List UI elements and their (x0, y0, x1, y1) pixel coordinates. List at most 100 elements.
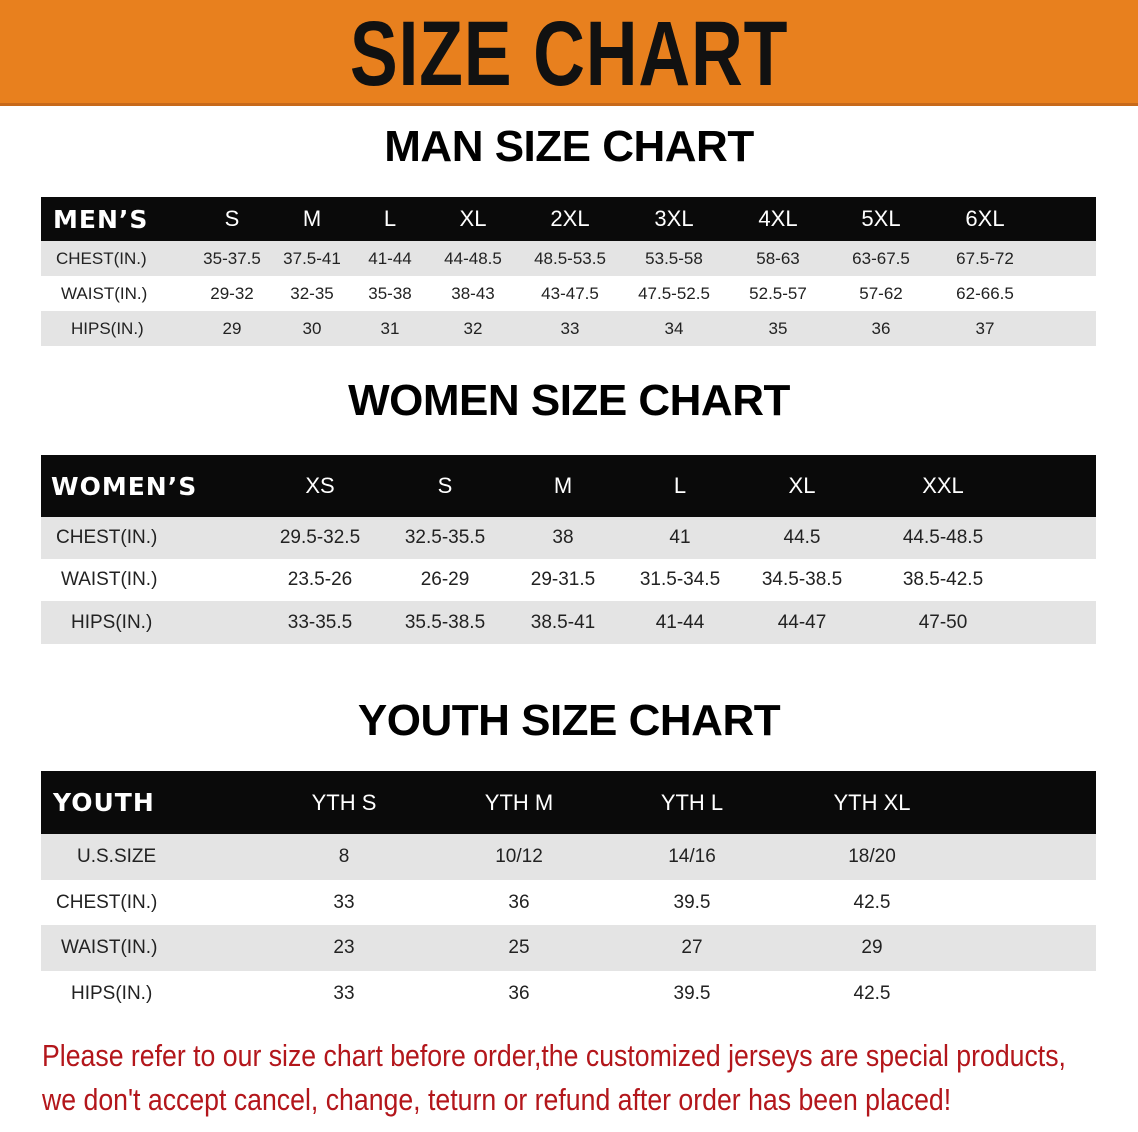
table-cell: 10/12 (495, 846, 543, 867)
table-cell: 34 (664, 318, 684, 338)
table-cell: 67.5-72 (956, 248, 1014, 268)
measurement-label: WAIST(IN.) (61, 569, 158, 590)
measurement-label: HIPS(IN.) (71, 982, 153, 1004)
table-cell: 23.5-26 (287, 569, 353, 590)
measurement-label: WAIST(IN.) (61, 283, 148, 303)
table-cell: 33-35.5 (287, 611, 353, 633)
table-cell: 32.5-35.5 (404, 527, 486, 548)
size-header-cell: M (553, 473, 573, 498)
table-cell: 8 (338, 846, 350, 867)
banner: SIZE CHART (0, 0, 1138, 106)
size-header-cell: 3XL (654, 206, 694, 231)
table-cell: 29 (222, 318, 242, 338)
table-row: CHEST(IN.) 29.5-32.5 32.5-35.5 38 41 44.5 44.5… (41, 517, 1096, 559)
size-header-cell: YTH M (484, 789, 554, 815)
measurement-label: CHEST(IN.) (56, 527, 158, 548)
size-header-cell: L (383, 206, 397, 231)
table-cell: 44-48.5 (444, 248, 502, 268)
table-cell: 38 (552, 527, 574, 548)
size-header-cell: XL (459, 206, 487, 231)
table-cell: 29-32 (210, 283, 254, 303)
table-cell: 47.5-52.5 (638, 283, 710, 303)
table-row: HIPS(IN.) 33-35.5 35.5-38.5 38.5-41 41-44 44-… (41, 601, 1096, 644)
table-cell: 42.5 (853, 982, 891, 1004)
size-header-cell: XXL (922, 473, 964, 498)
table-cell: 44-47 (777, 611, 827, 633)
measurement-label: HIPS(IN.) (71, 611, 153, 633)
size-header-cell: M (302, 206, 322, 231)
table-row: CHEST(IN.) 33 36 39.5 42.5 (41, 880, 1096, 925)
table-cell: 52.5-57 (749, 283, 807, 303)
table-cell: 63-67.5 (852, 248, 910, 268)
table-cell: 36 (871, 318, 891, 338)
table-cell: 33 (560, 318, 580, 338)
table-cell: 29-31.5 (530, 569, 596, 590)
table-cell: 58-63 (756, 248, 800, 268)
table-cell: 27 (681, 937, 703, 958)
table-cell: 14/16 (668, 846, 716, 867)
table-cell: 37.5-41 (283, 248, 341, 268)
table-cell: 34.5-38.5 (761, 569, 843, 590)
table-cell: 33 (333, 891, 355, 913)
table-cell: 47-50 (918, 611, 968, 633)
notice-line-1: Please refer to our size chart before or… (42, 1038, 1066, 1073)
measurement-label: WAIST(IN.) (61, 937, 158, 958)
table-cell: 31.5-34.5 (639, 569, 721, 590)
size-header-cell: XS (305, 473, 335, 498)
measurement-label: HIPS(IN.) (71, 318, 144, 338)
table-cell: 36 (508, 891, 530, 913)
table-cell: 35-37.5 (203, 248, 261, 268)
table-cell: 35.5-38.5 (404, 611, 486, 633)
table-cell: 39.5 (673, 891, 711, 913)
table-cell: 48.5-53.5 (534, 248, 606, 268)
size-header-cell: L (673, 473, 687, 498)
size-header-cell: YTH S (311, 789, 377, 815)
table-cell: 26-29 (420, 569, 470, 590)
table-cell: 38-43 (451, 283, 495, 303)
table-row: U.S.SIZE 8 10/12 14/16 18/20 (41, 834, 1096, 880)
measurement-label: CHEST(IN.) (56, 891, 158, 913)
table-cell: 25 (508, 937, 530, 958)
table-cell: 62-66.5 (956, 283, 1014, 303)
youth-section-title: YOUTH SIZE CHART (357, 696, 781, 745)
size-header-cell: 5XL (861, 206, 901, 231)
table-cell: 33 (333, 982, 355, 1004)
table-cell: 41-44 (368, 248, 412, 268)
table-row: HIPS(IN.) 29 30 31 32 33 34 35 36 37 (41, 311, 1096, 346)
size-header-cell: 4XL (758, 206, 798, 231)
size-header-cell: 6XL (965, 206, 1005, 231)
table-cell: 44.5 (783, 527, 821, 548)
table-cell: 38.5-41 (530, 611, 596, 633)
table-row: WAIST(IN.) 29-32 32-35 35-38 38-43 43-47.5 47.… (41, 276, 1096, 311)
size-header-cell: 2XL (550, 206, 590, 231)
table-row: WAIST(IN.) 23 25 27 29 (41, 925, 1096, 971)
table-row: WAIST(IN.) 23.5-26 26-29 29-31.5 31.5-34.5 34… (41, 559, 1096, 601)
table-cell: 38.5-42.5 (902, 569, 984, 590)
table-title-cell: MEN’S (53, 204, 149, 234)
measurement-label: CHEST(IN.) (56, 248, 147, 268)
table-title-cell: WOMEN’S (51, 471, 198, 501)
table-cell: 31 (380, 318, 400, 338)
table-row: CHEST(IN.) 35-37.5 37.5-41 41-44 44-48.5 48.5… (41, 241, 1096, 276)
size-header-cell: XL (788, 473, 816, 498)
table-cell: 32-35 (290, 283, 334, 303)
table-cell: 42.5 (853, 891, 891, 913)
table-header-row: MEN’S S M L XL 2XL 3XL 4XL 5XL 6XL (41, 197, 1096, 241)
table-header-row: WOMEN’S XS S M L XL XXL (41, 455, 1096, 517)
women-section-title: WOMEN SIZE CHART (348, 376, 790, 425)
table-cell: 41-44 (655, 611, 705, 633)
table-cell: 43-47.5 (541, 283, 599, 303)
measurement-label: U.S.SIZE (77, 846, 157, 867)
table-cell: 57-62 (859, 283, 903, 303)
banner-title: SIZE CHART (349, 3, 789, 105)
table-cell: 36 (508, 982, 530, 1004)
table-cell: 29 (861, 937, 883, 958)
men-section-title: MAN SIZE CHART (384, 122, 754, 171)
table-cell: 35 (768, 318, 788, 338)
table-cell: 39.5 (673, 982, 711, 1004)
table-cell: 32 (463, 318, 483, 338)
size-header-cell: YTH L (660, 789, 724, 815)
size-header-cell: S (224, 206, 240, 231)
table-cell: 29.5-32.5 (279, 527, 361, 548)
table-header-row: YOUTH YTH S YTH M YTH L YTH XL (41, 771, 1096, 834)
